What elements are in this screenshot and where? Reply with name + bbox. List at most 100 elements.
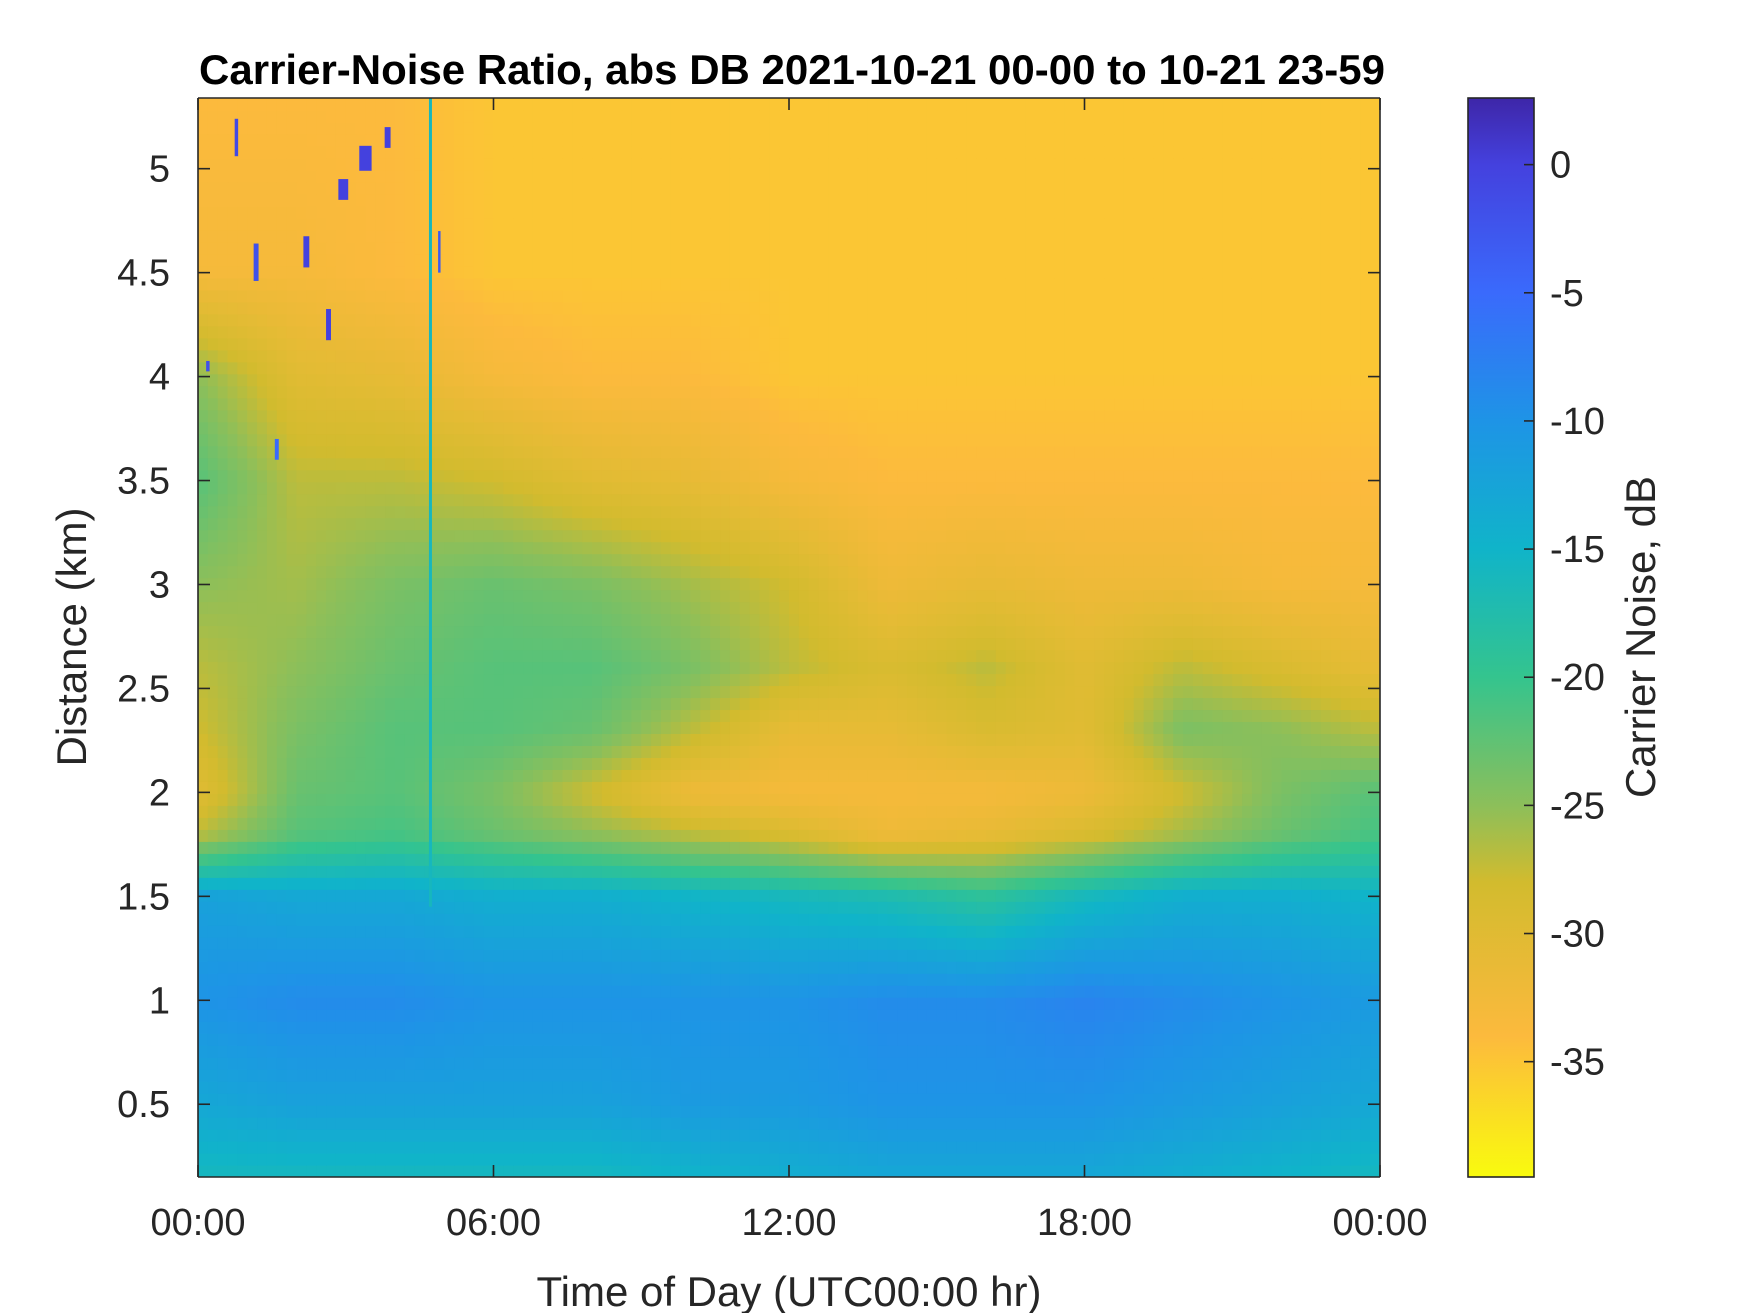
- heatmap-cell: [247, 1081, 258, 1094]
- heatmap-cell: [483, 1117, 495, 1130]
- heatmap-cell: [562, 913, 573, 926]
- heatmap-cell: [1153, 721, 1164, 735]
- heatmap-cell: [454, 781, 465, 794]
- heatmap-cell: [1114, 841, 1125, 854]
- heatmap-cell: [1005, 1105, 1017, 1118]
- heatmap-cell: [345, 685, 357, 699]
- heatmap-cell: [532, 709, 544, 723]
- heatmap-cell: [444, 841, 455, 854]
- heatmap-cell: [828, 1021, 839, 1034]
- heatmap-cell: [326, 673, 337, 687]
- heatmap-cell: [1291, 853, 1302, 866]
- heatmap-cell: [621, 865, 632, 878]
- heatmap-cell: [601, 1045, 613, 1058]
- heatmap-cell: [1133, 733, 1145, 746]
- heatmap-cell: [385, 685, 396, 699]
- heatmap-cell: [355, 841, 367, 854]
- heatmap-cell: [720, 1105, 731, 1118]
- heatmap-cell: [552, 805, 564, 818]
- heatmap-cell: [532, 973, 544, 986]
- heatmap-cell: [434, 1033, 445, 1046]
- heatmap-cell: [1163, 721, 1174, 735]
- heatmap-cell: [375, 949, 386, 962]
- heatmap-cell: [326, 757, 337, 770]
- heatmap-cell: [848, 745, 859, 758]
- heatmap-cell: [1340, 1045, 1352, 1058]
- heatmap-cell: [513, 1117, 524, 1130]
- heatmap-cell: [956, 817, 967, 830]
- heatmap-cell: [286, 889, 298, 902]
- heatmap-cell: [976, 961, 987, 974]
- heatmap-cell: [444, 685, 455, 699]
- heatmap-cell: [198, 793, 209, 806]
- heatmap-cell: [828, 1141, 839, 1154]
- heatmap-cell: [907, 925, 918, 938]
- heatmap-cell: [651, 817, 662, 830]
- heatmap-cell: [503, 721, 514, 735]
- heatmap-cell: [1261, 949, 1273, 962]
- heatmap-cell: [1271, 853, 1283, 866]
- heatmap-cell: [1025, 1141, 1036, 1154]
- heatmap-cell: [838, 1045, 849, 1058]
- heatmap-cell: [444, 697, 455, 711]
- heatmap-cell: [582, 1105, 593, 1118]
- heatmap-cell: [552, 745, 564, 758]
- heatmap-cell: [887, 709, 898, 723]
- heatmap-cell: [749, 1045, 761, 1058]
- heatmap-cell: [946, 985, 958, 998]
- heatmap-cell: [207, 1093, 219, 1106]
- heatmap-cell: [670, 1021, 682, 1034]
- heatmap-cell: [631, 949, 642, 962]
- heatmap-cell: [828, 1165, 839, 1177]
- heatmap-cell: [651, 1033, 662, 1046]
- heatmap-cell: [1045, 829, 1056, 842]
- heatmap-cell: [680, 1009, 692, 1022]
- heatmap-cell: [936, 985, 948, 998]
- heatmap-cell: [1271, 793, 1283, 806]
- heatmap-cell: [257, 997, 268, 1010]
- heatmap-cell: [365, 1105, 376, 1118]
- heatmap-cell: [1222, 1057, 1233, 1070]
- heatmap-cell: [779, 1081, 790, 1094]
- heatmap-cell: [641, 961, 652, 974]
- heatmap-cell: [335, 1165, 347, 1177]
- heatmap-cell: [986, 1021, 997, 1034]
- heatmap-cell: [1143, 733, 1155, 746]
- heatmap-cell: [1251, 733, 1263, 746]
- heatmap-cell: [1330, 901, 1342, 914]
- heatmap-cell: [936, 709, 948, 723]
- heatmap-cell: [1192, 901, 1204, 914]
- heatmap-cell: [1094, 841, 1105, 854]
- heatmap-cell: [444, 709, 455, 723]
- heatmap-cell: [769, 1009, 780, 1022]
- heatmap-cell: [1222, 697, 1233, 711]
- heatmap-cell: [611, 817, 623, 830]
- heatmap-cell: [1005, 685, 1017, 699]
- heatmap-cell: [917, 865, 928, 878]
- heatmap-cell: [1045, 721, 1056, 735]
- heatmap-cell: [848, 757, 859, 770]
- heatmap-cell: [503, 1045, 514, 1058]
- heatmap-cell: [296, 961, 307, 974]
- heatmap-cell: [749, 1153, 761, 1166]
- heatmap-cell: [237, 817, 248, 830]
- heatmap-cell: [1242, 1057, 1253, 1070]
- heatmap-cell: [1360, 1033, 1371, 1046]
- heatmap-cell: [926, 709, 938, 723]
- heatmap-cell: [1261, 985, 1273, 998]
- heatmap-cell: [907, 937, 918, 950]
- heatmap-cell: [385, 889, 396, 902]
- heatmap-cell: [532, 961, 544, 974]
- heatmap-cell: [503, 973, 514, 986]
- heatmap-cell: [838, 745, 849, 758]
- heatmap-cell: [365, 925, 376, 938]
- heatmap-cell: [1025, 685, 1036, 699]
- heatmap-cell: [956, 853, 967, 866]
- heatmap-cell: [1123, 1045, 1135, 1058]
- heatmap-cell: [503, 853, 514, 866]
- heatmap-cell: [818, 709, 829, 723]
- heatmap-cell: [1291, 1141, 1302, 1154]
- heatmap-cell: [660, 1081, 672, 1094]
- heatmap-cell: [1271, 1045, 1283, 1058]
- heatmap-cell: [1163, 757, 1174, 770]
